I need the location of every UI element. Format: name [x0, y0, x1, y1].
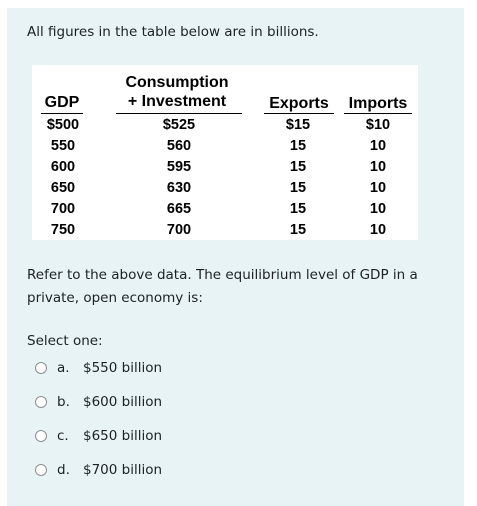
- cell-exports: 15: [289, 222, 307, 238]
- option-letter: c.: [57, 428, 69, 444]
- option-letter: d.: [57, 462, 70, 478]
- cell-gdp: 750: [50, 222, 76, 238]
- option-text: $600 billion: [83, 394, 163, 410]
- cell-exports: 15: [289, 201, 307, 217]
- cell-ci: 630: [166, 180, 192, 196]
- cell-imports: 10: [369, 222, 387, 238]
- cell-ci: 700: [166, 222, 192, 238]
- option-letter: b.: [57, 394, 70, 410]
- radio-button[interactable]: [35, 396, 47, 408]
- cell-gdp: 700: [50, 201, 76, 217]
- header-imports-underline: [344, 113, 412, 114]
- cell-ci: $525: [162, 117, 196, 133]
- cell-imports: 10: [369, 138, 387, 154]
- cell-imports: 10: [369, 159, 387, 175]
- question-panel: All figures in the table below are in bi…: [7, 8, 464, 506]
- cell-gdp: $500: [46, 117, 80, 133]
- cell-ci: 595: [166, 159, 192, 175]
- cell-imports: 10: [369, 180, 387, 196]
- header-imports: Imports: [348, 95, 408, 112]
- option-text: $650 billion: [83, 428, 163, 444]
- radio-button[interactable]: [35, 464, 47, 476]
- option-c[interactable]: c. $650 billion: [35, 426, 162, 446]
- cell-exports: 15: [289, 159, 307, 175]
- cell-ci: 560: [166, 138, 192, 154]
- radio-button[interactable]: [35, 430, 47, 442]
- option-text: $550 billion: [83, 360, 163, 376]
- option-b[interactable]: b. $600 billion: [35, 392, 162, 412]
- header-exports-underline: [264, 113, 334, 114]
- cell-imports: 10: [369, 201, 387, 217]
- header-consumption-line2: + Investment: [127, 93, 227, 110]
- radio-button[interactable]: [35, 362, 47, 374]
- cell-exports: 15: [289, 180, 307, 196]
- option-d[interactable]: d. $700 billion: [35, 460, 162, 480]
- data-table: GDP Consumption + Investment Exports Imp…: [32, 65, 418, 240]
- select-one-label: Select one:: [27, 333, 103, 349]
- cell-exports: $15: [285, 117, 311, 133]
- question-text: Refer to the above data. The equilibrium…: [27, 267, 418, 306]
- option-text: $700 billion: [83, 462, 163, 478]
- header-ci-underline: [116, 113, 242, 114]
- header-exports: Exports: [269, 95, 329, 112]
- cell-ci: 665: [166, 201, 192, 217]
- cell-gdp: 550: [50, 138, 76, 154]
- header-consumption-line1: Consumption: [125, 74, 229, 91]
- intro-text: All figures in the table below are in bi…: [27, 24, 319, 40]
- header-gdp: GDP: [44, 94, 80, 111]
- cell-imports: $10: [365, 117, 391, 133]
- option-a[interactable]: a. $550 billion: [35, 358, 162, 378]
- header-gdp-underline: [41, 113, 83, 114]
- cell-exports: 15: [289, 138, 307, 154]
- cell-gdp: 600: [50, 159, 76, 175]
- cell-gdp: 650: [50, 180, 76, 196]
- option-letter: a.: [57, 360, 70, 376]
